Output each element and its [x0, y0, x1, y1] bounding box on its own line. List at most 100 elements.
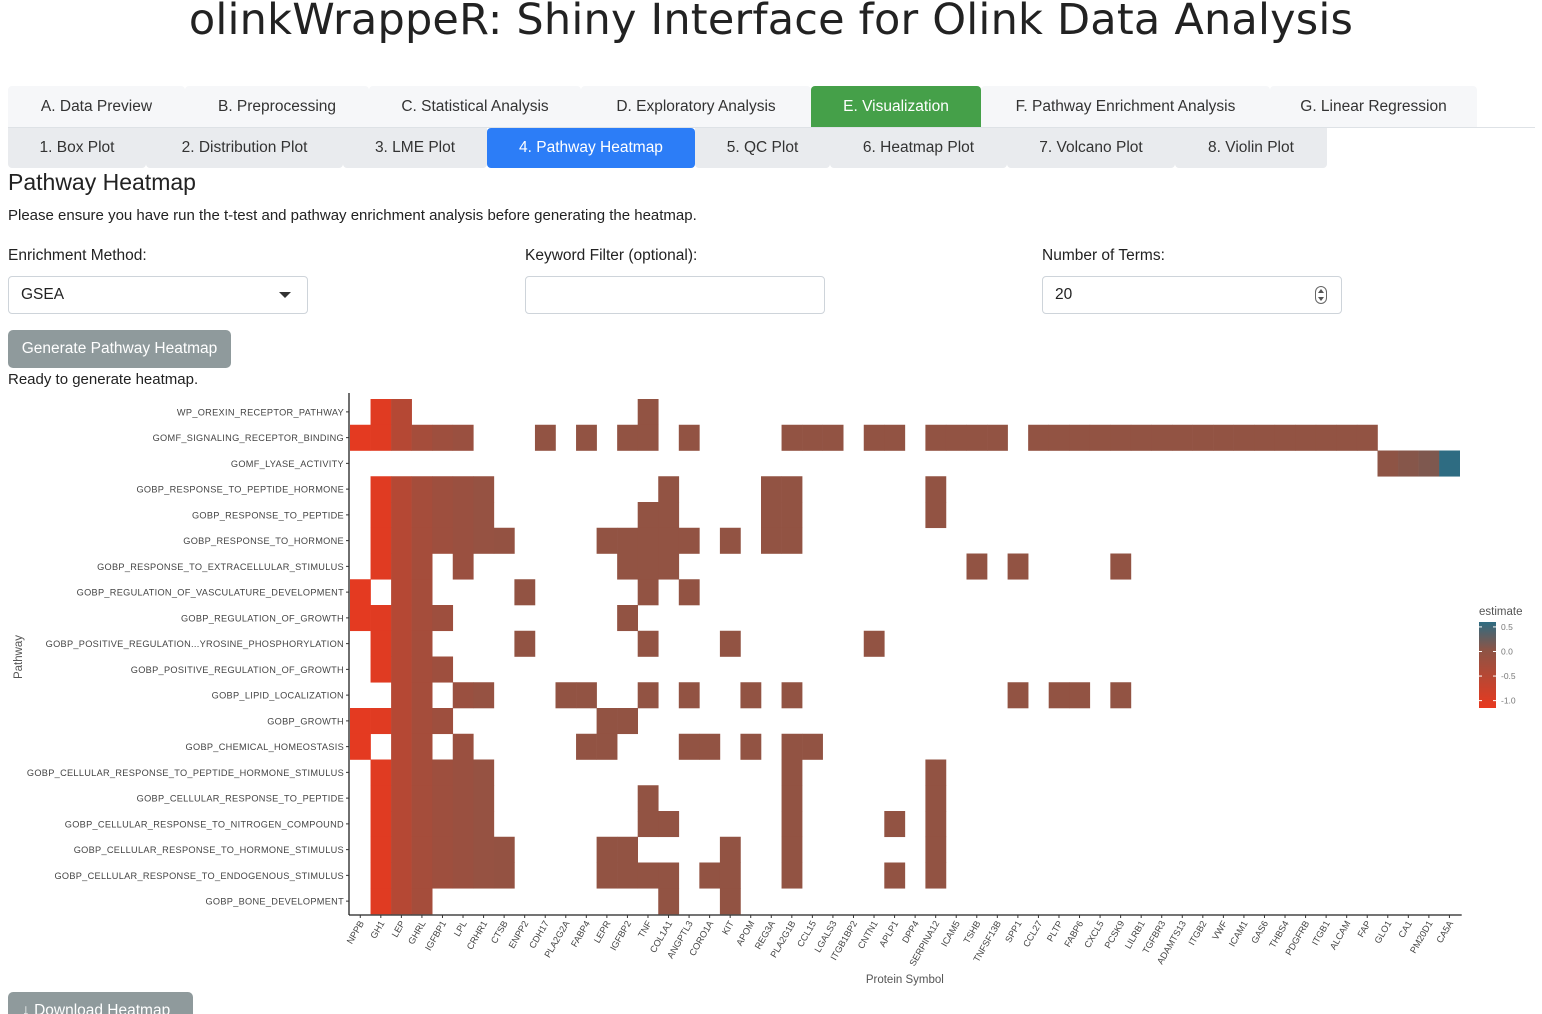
heatmap-cell [1069, 682, 1091, 709]
x-tick-label: CA1 [1396, 919, 1414, 939]
y-tick-label: GOBP_CELLULAR_RESPONSE_TO_PEPTIDE [137, 794, 344, 804]
heatmap-cell [1439, 450, 1460, 477]
y-tick-label: WP_OREXIN_RECEPTOR_PATHWAY [177, 407, 344, 417]
x-tick-label: ICAM1 [1227, 919, 1250, 948]
heatmap-cell [452, 502, 474, 529]
sub-tab-7[interactable]: 7. Volcano Plot [1007, 128, 1175, 168]
heatmap-cell [781, 836, 803, 863]
main-tab-2[interactable]: B. Preprocessing [185, 86, 369, 127]
heatmap-cell [1130, 424, 1152, 451]
main-tab-3[interactable]: C. Statistical Analysis [369, 86, 581, 127]
heatmap-cell [452, 733, 474, 760]
sub-tab-2[interactable]: 2. Distribution Plot [146, 128, 343, 168]
main-tab-5[interactable]: E. Visualization [811, 86, 981, 127]
heatmap-cell [452, 811, 474, 838]
heatmap-cell [925, 502, 947, 529]
main-tab-6[interactable]: F. Pathway Enrichment Analysis [981, 86, 1270, 127]
heatmap-cell [678, 527, 700, 554]
heatmap-cell [761, 476, 782, 503]
x-tick-label: ITGB2 [1187, 919, 1209, 947]
keyword-filter-input[interactable] [525, 276, 825, 314]
heatmap-cell [411, 579, 433, 606]
heatmap-cell [658, 888, 680, 915]
heatmap-cell [473, 502, 495, 529]
heatmap-cell [370, 553, 392, 580]
number-of-terms-label: Number of Terms: [1042, 247, 1165, 264]
heatmap-cell [350, 708, 371, 735]
legend-tick-label: 0.5 [1501, 622, 1513, 632]
y-axis-title: Pathway [13, 635, 25, 679]
main-tab-1[interactable]: A. Data Preview [8, 86, 185, 127]
number-of-terms-input[interactable]: 20 [1042, 276, 1342, 314]
heatmap-cell [678, 424, 700, 451]
download-heatmap-button[interactable]: ↓ Download Heatmap [8, 992, 193, 1014]
x-tick-label: PLTP [1045, 919, 1065, 943]
heatmap-cell [1254, 424, 1276, 451]
sub-tab-4[interactable]: 4. Pathway Heatmap [487, 128, 695, 168]
main-tab-7[interactable]: G. Linear Regression [1270, 86, 1477, 127]
enrichment-method-value: GSEA [21, 286, 65, 303]
heatmap-cell [925, 424, 947, 451]
x-tick-label: DPP4 [900, 919, 921, 945]
sub-tab-1[interactable]: 1. Box Plot [8, 128, 146, 168]
heatmap-cell [432, 708, 454, 735]
heatmap-cell [370, 888, 392, 915]
x-tick-label: TNF [636, 919, 654, 940]
heatmap-cell [555, 682, 577, 709]
sub-tab-6[interactable]: 6. Heatmap Plot [830, 128, 1007, 168]
x-tick-label: GH1 [368, 919, 386, 940]
y-tick-label: GOBP_CELLULAR_RESPONSE_TO_NITROGEN_COMPO… [65, 819, 344, 829]
heatmap-cell [781, 811, 803, 838]
y-tick-label: GOBP_RESPONSE_TO_EXTRACELLULAR_STIMULUS [97, 562, 344, 572]
section-title: Pathway Heatmap [8, 169, 196, 195]
heatmap-cell [637, 862, 659, 889]
heatmap-cell [350, 605, 371, 632]
heatmap-cell [493, 836, 515, 863]
heatmap-cell [411, 527, 433, 554]
x-tick-label: APLP1 [877, 919, 900, 949]
heatmap-cell [884, 424, 906, 451]
heatmap-cell [740, 682, 762, 709]
heatmap-cell [658, 862, 680, 889]
sub-tab-5[interactable]: 5. QC Plot [695, 128, 830, 168]
heatmap-cell [1028, 424, 1049, 451]
y-tick-label: GOBP_REGULATION_OF_VASCULATURE_DEVELOPME… [77, 588, 344, 598]
x-tick-label: LEPR [592, 919, 613, 945]
heatmap-cell [452, 862, 474, 889]
status-text: Ready to generate heatmap. [8, 371, 199, 388]
heatmap-cell [637, 399, 659, 426]
legend-title: estimate [1479, 606, 1522, 618]
spinner-icon[interactable] [1315, 286, 1327, 304]
heatmap-cell [658, 811, 680, 838]
heatmap-cell [411, 862, 433, 889]
heatmap-cell [411, 605, 433, 632]
main-tab-4[interactable]: D. Exploratory Analysis [581, 86, 811, 127]
enrichment-method-select[interactable]: GSEA [8, 276, 308, 314]
generate-pathway-heatmap-button[interactable]: Generate Pathway Heatmap [8, 330, 231, 368]
heatmap-cell [781, 476, 803, 503]
heatmap-cell [452, 759, 474, 786]
heatmap-cell [432, 424, 454, 451]
heatmap-cell [391, 785, 412, 812]
heatmap-cell [370, 656, 392, 683]
heatmap-cell [391, 862, 412, 889]
heatmap-cell [493, 862, 515, 889]
heatmap-cell [370, 862, 392, 889]
sub-tab-8[interactable]: 8. Violin Plot [1175, 128, 1327, 168]
x-tick-label: GAS6 [1249, 919, 1270, 945]
heatmap-cell [781, 785, 803, 812]
heatmap-cell [411, 682, 433, 709]
heatmap-cell [370, 630, 392, 657]
heatmap-cell [884, 811, 906, 838]
heatmap-cell [945, 424, 967, 451]
pathway-heatmap-chart: WP_OREXIN_RECEPTOR_PATHWAY GOMF_SIGNALING… [13, 393, 1522, 986]
y-tick-label: GOBP_POSITIVE_REGULATION...YROSINE_PHOSP… [46, 639, 344, 649]
heatmap-cell [391, 682, 412, 709]
x-tick-label: FABP4 [569, 919, 592, 949]
sub-tab-3[interactable]: 3. LME Plot [343, 128, 487, 168]
heatmap-cell [781, 733, 803, 760]
heatmap-cell [350, 733, 371, 760]
heatmap-cell [391, 708, 412, 735]
y-tick-label: GOBP_POSITIVE_REGULATION_OF_GROWTH [131, 665, 344, 675]
download-arrow-icon: ↓ [22, 1002, 30, 1014]
